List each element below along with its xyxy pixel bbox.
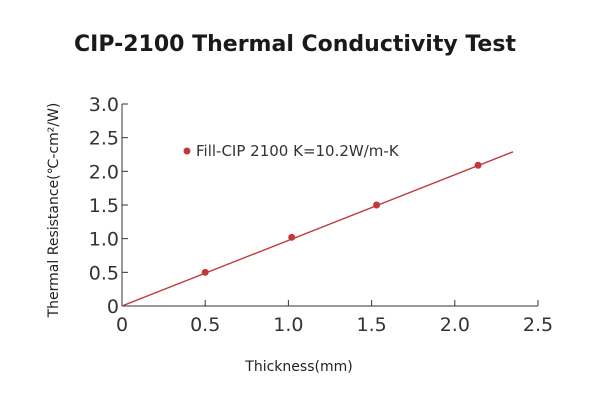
x-tick-label: 2.0 — [440, 314, 470, 336]
legend-label: Fill-CIP 2100 K=10.2W/m-K — [196, 142, 400, 160]
chart-title: CIP-2100 Thermal Conductivity Test — [74, 32, 516, 57]
y-tick-label: 0.5 — [89, 262, 119, 284]
series-fit-line — [121, 151, 514, 307]
y-tick-label: 1.0 — [89, 229, 119, 251]
x-tick-label: 0 — [116, 314, 128, 336]
data-point — [201, 268, 209, 276]
legend: Fill-CIP 2100 K=10.2W/m-K — [183, 142, 400, 160]
x-tick-label: 2.5 — [523, 314, 553, 336]
legend-marker — [183, 147, 191, 155]
y-axis-label: Thermal Resistance(℃-cm²/W) — [46, 103, 62, 319]
y-tick-label: 3.0 — [89, 94, 119, 116]
y-tick-label: 1.5 — [89, 195, 119, 217]
x-tick-label: 1.0 — [273, 314, 303, 336]
data-point — [373, 201, 381, 209]
y-tick-label: 2.5 — [89, 128, 119, 150]
data-point — [288, 233, 296, 241]
y-tick-label: 2.0 — [89, 161, 119, 183]
y-tick-group: 0 0.5 1.0 1.5 2.0 2.5 3.0 — [89, 94, 128, 318]
x-axis-label: Thickness(mm) — [244, 359, 352, 375]
data-point — [474, 161, 482, 169]
y-tick-label: 0 — [107, 296, 119, 318]
x-tick-label: 1.5 — [356, 314, 386, 336]
x-tick-label: 0.5 — [190, 314, 220, 336]
series-group — [121, 151, 514, 307]
x-tick-group: 0 0.5 1.0 1.5 2.0 2.5 — [116, 300, 553, 336]
